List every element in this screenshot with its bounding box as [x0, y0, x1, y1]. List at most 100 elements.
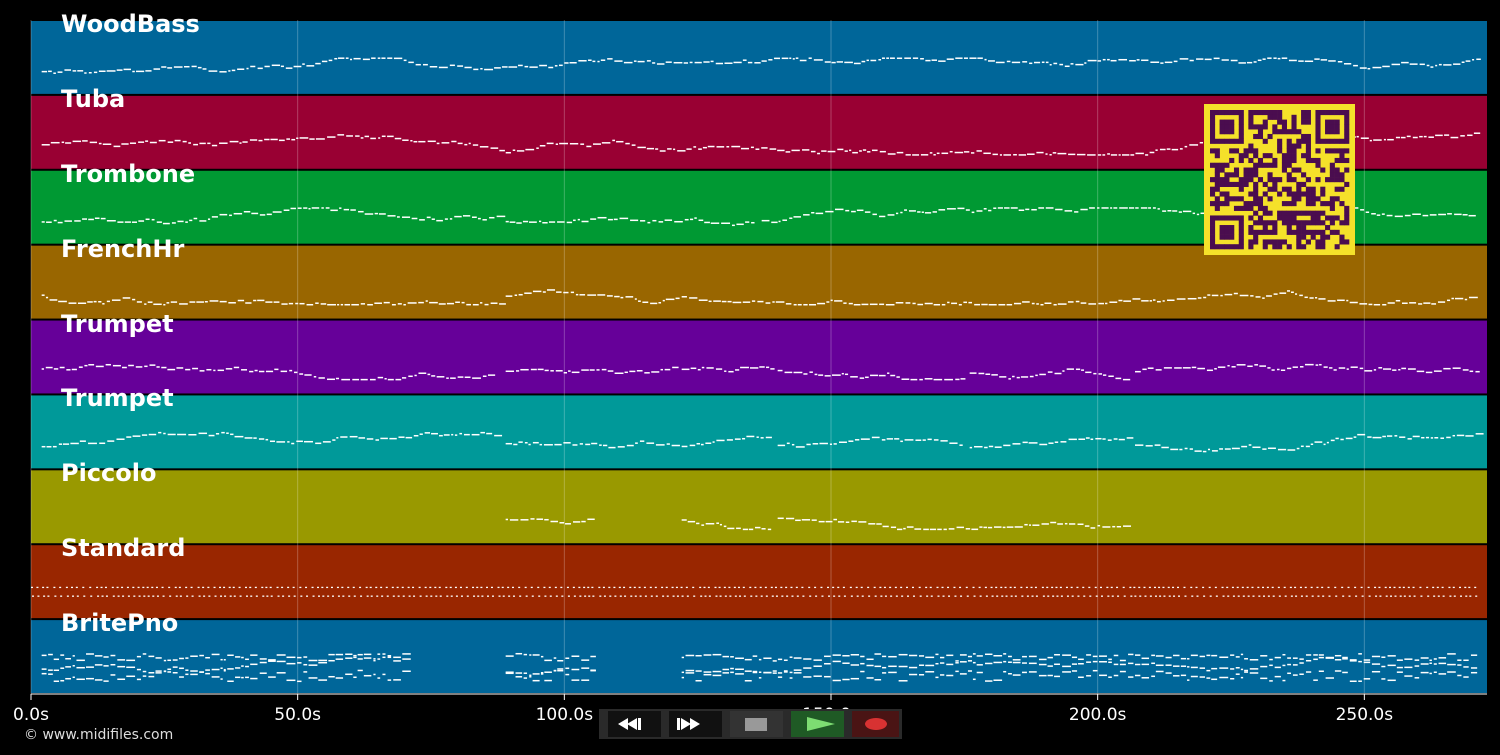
note [828, 595, 831, 597]
note [335, 658, 344, 660]
note [271, 64, 281, 67]
note [231, 69, 236, 72]
note [199, 220, 207, 222]
note [1272, 595, 1275, 597]
note [801, 519, 811, 521]
qr-module [1310, 201, 1316, 207]
note [1335, 437, 1339, 440]
qr-module [1301, 172, 1307, 178]
qr-module [1272, 181, 1278, 187]
note [703, 671, 712, 673]
qr-module [1296, 181, 1302, 187]
note [703, 654, 712, 656]
note [374, 302, 382, 304]
note [1330, 439, 1335, 442]
note [1247, 365, 1253, 368]
note [1148, 586, 1151, 589]
note [1129, 59, 1136, 62]
qr-module [1305, 114, 1311, 120]
note [1470, 671, 1478, 674]
qr-module [1233, 181, 1240, 187]
rewind-button[interactable] [608, 711, 661, 737]
note [1178, 211, 1182, 213]
note [185, 669, 189, 671]
note [895, 595, 898, 597]
note [856, 595, 859, 597]
note [1014, 595, 1017, 597]
note [378, 137, 381, 139]
note [1475, 595, 1478, 597]
note [771, 595, 774, 597]
note [265, 586, 268, 589]
note [1395, 136, 1401, 139]
note [601, 368, 607, 371]
note [837, 586, 840, 589]
note [848, 302, 853, 305]
note [1412, 136, 1418, 139]
note [60, 679, 65, 682]
note [262, 595, 265, 597]
note [1426, 586, 1429, 589]
note [1123, 525, 1132, 527]
note [1246, 61, 1253, 64]
note [942, 595, 945, 597]
note [276, 660, 286, 663]
note [959, 661, 967, 663]
qr-module [1291, 157, 1297, 164]
note [214, 595, 217, 597]
note [41, 668, 47, 670]
note [837, 148, 844, 151]
note [752, 671, 758, 674]
note [1003, 660, 1007, 663]
qr-module [1320, 244, 1326, 250]
note [1054, 441, 1059, 443]
note [666, 595, 669, 597]
record-button[interactable] [852, 711, 899, 737]
note [168, 586, 171, 589]
note [327, 303, 336, 306]
note [1206, 677, 1211, 679]
note [220, 667, 223, 669]
qr-module [1224, 196, 1230, 202]
note [1355, 595, 1358, 597]
qr-module [1238, 153, 1244, 159]
note [102, 303, 105, 305]
note [1258, 595, 1261, 597]
note [315, 302, 319, 304]
note [1374, 586, 1377, 589]
note [1110, 154, 1118, 156]
note [1199, 676, 1206, 678]
note [718, 586, 721, 589]
note [1224, 448, 1231, 450]
note [1207, 448, 1211, 451]
note [786, 595, 789, 597]
track-notes [41, 207, 1476, 227]
note [297, 656, 302, 659]
note [471, 433, 480, 436]
note [878, 374, 886, 377]
note [792, 58, 795, 60]
note [1433, 595, 1436, 597]
note [1107, 439, 1112, 441]
note [821, 595, 824, 597]
note [920, 154, 929, 156]
note [563, 442, 571, 444]
play-button[interactable] [791, 711, 844, 737]
note [464, 376, 471, 379]
note [938, 209, 946, 211]
fast-forward-button[interactable] [669, 711, 722, 737]
note [516, 150, 525, 152]
note [270, 138, 278, 141]
note [1388, 586, 1391, 589]
qr-module [1286, 210, 1292, 216]
note [898, 665, 908, 668]
stop-button[interactable] [730, 711, 783, 737]
note [1149, 151, 1155, 154]
note [476, 586, 479, 589]
note [1399, 595, 1402, 597]
note [1255, 296, 1261, 298]
note [799, 59, 807, 62]
qr-module [1334, 129, 1340, 135]
qr-module [1238, 133, 1244, 140]
qr-module [1253, 191, 1259, 197]
